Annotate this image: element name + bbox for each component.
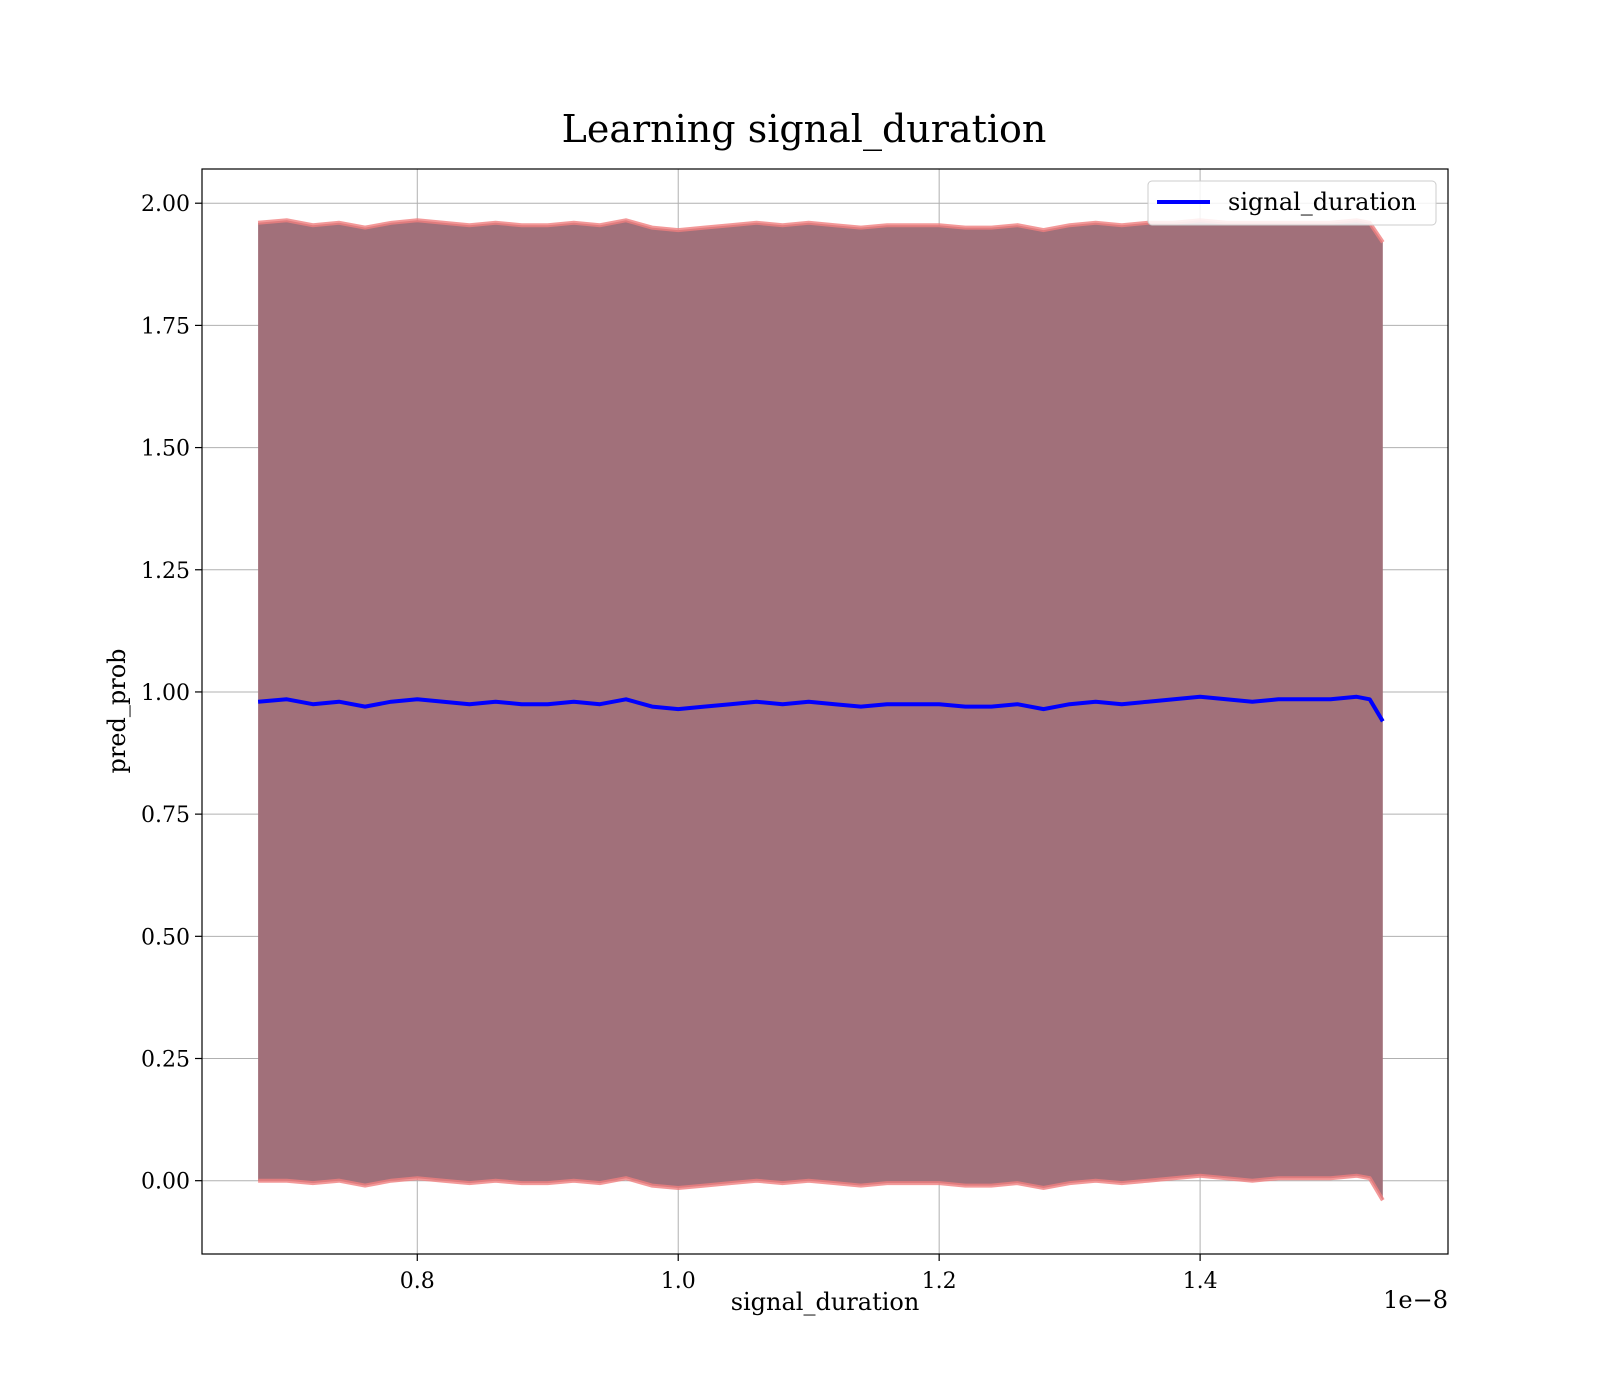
x-axis-ticks: 0.8 1.0 1.2 1.4 (400, 1254, 1218, 1294)
y-tick-label: 1.25 (141, 559, 190, 584)
legend-box (1147, 180, 1437, 226)
y-tick-label: 2.00 (141, 192, 190, 217)
x-tick-label: 1.2 (922, 1269, 957, 1294)
legend-label-signal-duration: signal_duration (1228, 188, 1417, 216)
x-tick-label: 1.4 (1183, 1269, 1218, 1294)
plot-area (201, 168, 1449, 1255)
confidence-band (258, 220, 1383, 1201)
y-tick-label: 1.50 (141, 437, 190, 462)
y-tick-label: 0.50 (141, 925, 190, 950)
x-tick-label: 1.0 (661, 1269, 696, 1294)
x-axis-label: signal_duration (731, 1288, 920, 1316)
y-tick-label: 0.25 (141, 1048, 190, 1073)
legend: signal_duration (1147, 180, 1437, 226)
series-line-signal-duration (257, 694, 1385, 723)
chart-title: Learning signal_duration (562, 107, 1047, 152)
line-layer (257, 694, 1385, 723)
band-lower-edge (258, 1173, 1385, 1202)
x-tick-label: 0.8 (400, 1269, 435, 1294)
y-tick-label: 1.00 (141, 681, 190, 706)
y-axis-label: pred_prob (103, 648, 131, 773)
y-tick-label: 0.75 (141, 803, 190, 828)
x-axis-offset-text: 1e−8 (1383, 1286, 1448, 1314)
y-axis-ticks: 0.00 0.25 0.50 0.75 1.00 1.25 1.50 1.75 2.00 (141, 192, 202, 1195)
y-tick-label: 1.75 (141, 314, 190, 339)
plot-frame (201, 168, 1449, 1255)
band-layer (257, 218, 1385, 1202)
y-tick-label: 0.00 (141, 1170, 190, 1195)
